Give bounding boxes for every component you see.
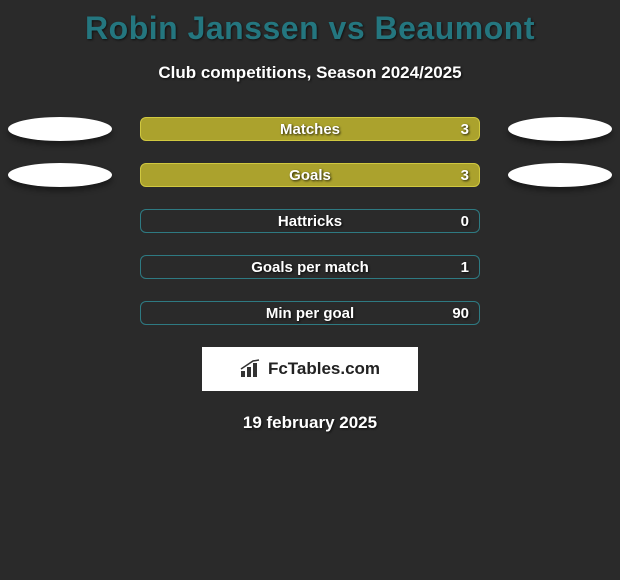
stat-bar: Min per goal 90 [140,301,480,325]
stat-label: Hattricks [141,213,479,230]
subtitle: Club competitions, Season 2024/2025 [0,63,620,83]
stat-label: Matches [141,121,479,138]
stat-bar: Matches 3 [140,117,480,141]
stat-label: Min per goal [141,305,479,322]
left-ellipse [8,117,112,141]
stat-value: 3 [461,167,469,184]
watermark-text: FcTables.com [268,359,380,379]
stat-value: 3 [461,121,469,138]
chart-container: Robin Janssen vs Beaumont Club competiti… [0,0,620,580]
stat-label: Goals [141,167,479,184]
bar-chart-icon [240,359,262,379]
stat-rows: Matches 3 Goals 3 Hattricks 0 Goals [0,117,620,325]
stat-bar: Goals 3 [140,163,480,187]
right-ellipse [508,117,612,141]
date-label: 19 february 2025 [0,413,620,433]
stat-value: 0 [461,213,469,230]
left-ellipse [8,163,112,187]
stat-bar: Hattricks 0 [140,209,480,233]
stat-bar: Goals per match 1 [140,255,480,279]
page-title: Robin Janssen vs Beaumont [0,0,620,47]
right-ellipse [508,163,612,187]
stat-row: Goals 3 [0,163,620,187]
stat-value: 1 [461,259,469,276]
watermark: FcTables.com [202,347,418,391]
stat-row: Hattricks 0 [0,209,620,233]
stat-row: Goals per match 1 [0,255,620,279]
stat-label: Goals per match [141,259,479,276]
stat-row: Min per goal 90 [0,301,620,325]
stat-value: 90 [452,305,469,322]
stat-row: Matches 3 [0,117,620,141]
